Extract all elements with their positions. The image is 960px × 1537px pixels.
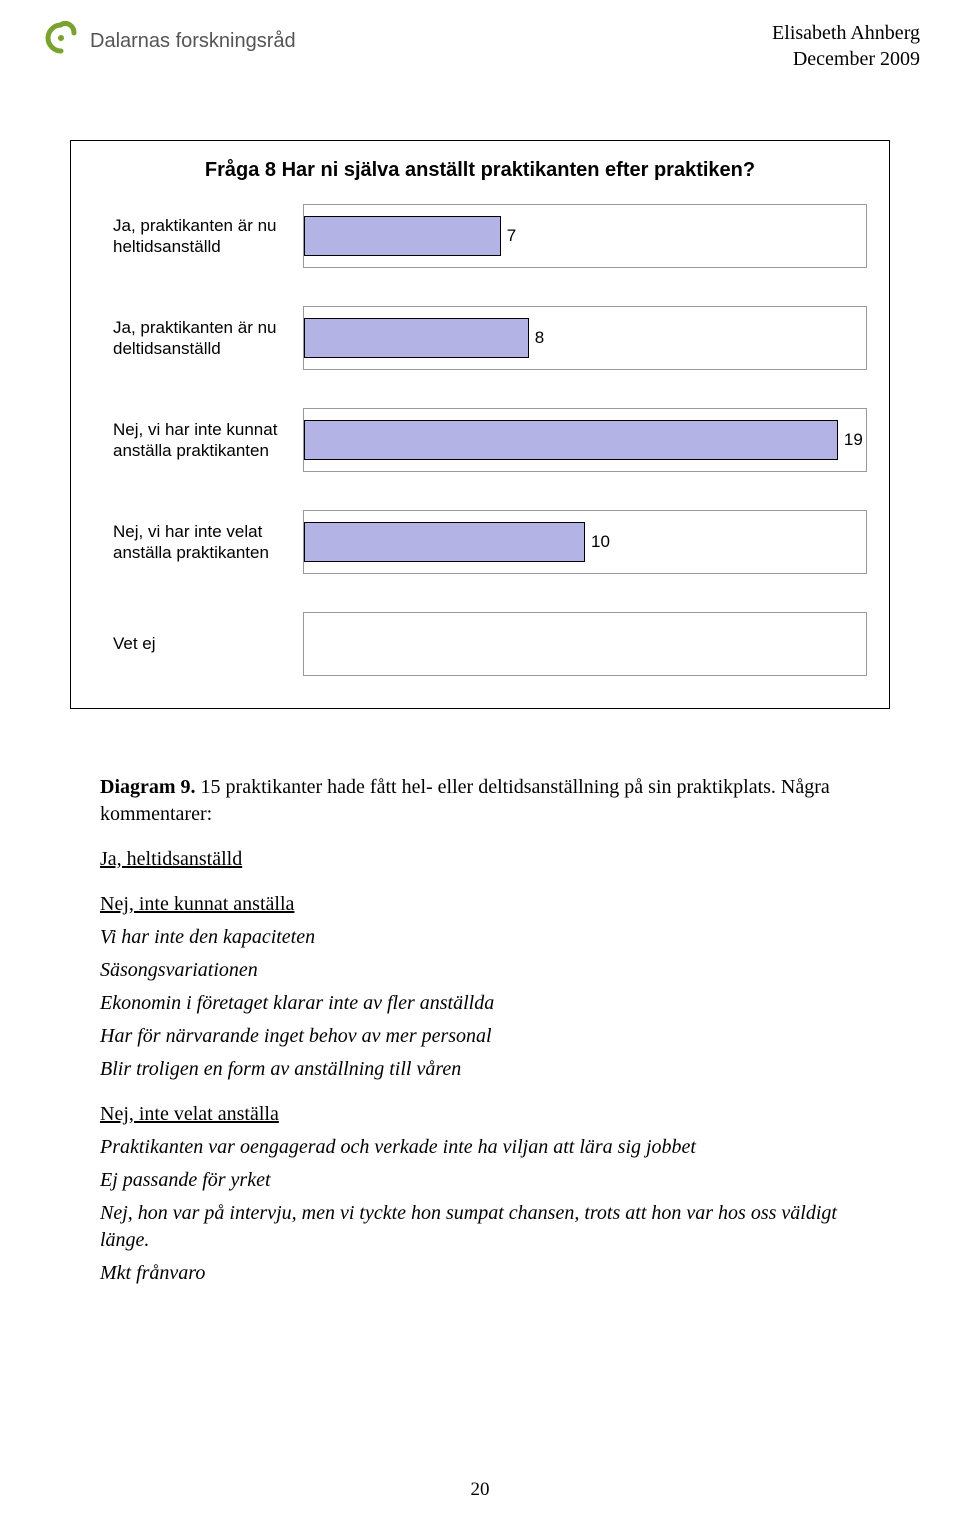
- logo: Dalarnas forskningsråd: [40, 20, 296, 62]
- chart-row: Nej, vi har inte velat anställa praktika…: [113, 510, 867, 574]
- comment-line: Mkt frånvaro: [100, 1260, 860, 1287]
- comment-line: Blir troligen en form av anställning til…: [100, 1056, 860, 1083]
- chart-bar: [304, 318, 529, 358]
- comment-line: Nej, hon var på intervju, men vi tyckte …: [100, 1200, 860, 1254]
- chart-bar-value: 8: [535, 328, 544, 348]
- chart-title: Fråga 8 Har ni själva anställt praktikan…: [93, 159, 867, 182]
- header-date: December 2009: [772, 46, 920, 72]
- diagram-caption: Diagram 9. 15 praktikanter hade fått hel…: [100, 774, 860, 828]
- chart-bar: [304, 522, 585, 562]
- chart-bar-value: 7: [507, 226, 516, 246]
- chart-bar-cell: [303, 612, 867, 676]
- page-header: Dalarnas forskningsråd Elisabeth Ahnberg…: [40, 20, 920, 72]
- chart-category-label: Nej, vi har inte velat anställa praktika…: [113, 521, 303, 564]
- chart-row: Ja, praktikanten är nu heltidsanställd 7: [113, 204, 867, 268]
- chart-area: Ja, praktikanten är nu heltidsanställd7J…: [113, 204, 867, 676]
- section-1-head: Ja, heltidsanställd: [100, 846, 860, 873]
- chart-container: Fråga 8 Har ni själva anställt praktikan…: [70, 140, 890, 709]
- diagram-label: Diagram 9.: [100, 776, 196, 798]
- diagram-text: 15 praktikanter hade fått hel- eller del…: [100, 776, 830, 825]
- chart-bar-cell: 7: [303, 204, 867, 268]
- chart-bar-cell: 10: [303, 510, 867, 574]
- header-meta: Elisabeth Ahnberg December 2009: [772, 20, 920, 72]
- page-number: 20: [0, 1479, 960, 1501]
- logo-icon: [40, 20, 82, 62]
- comment-line: Ej passande för yrket: [100, 1167, 860, 1194]
- comment-line: Har för närvarande inget behov av mer pe…: [100, 1023, 860, 1050]
- comment-line: Praktikanten var oengagerad och verkade …: [100, 1134, 860, 1161]
- section-3-body: Praktikanten var oengagerad och verkade …: [100, 1134, 860, 1287]
- chart-bar-cell: 8: [303, 306, 867, 370]
- section-3-head: Nej, inte velat anställa: [100, 1101, 860, 1128]
- chart-bar: [304, 420, 838, 460]
- chart-category-label: Ja, praktikanten är nu heltidsanställd: [113, 215, 303, 258]
- section-2-body: Vi har inte den kapaciteten Säsongsvariat…: [100, 924, 860, 1083]
- comment-line: Säsongsvariationen: [100, 957, 860, 984]
- chart-bar-value: 19: [844, 430, 863, 450]
- chart-row: Vet ej: [113, 612, 867, 676]
- chart-category-label: Ja, praktikanten är nu deltidsanställd: [113, 317, 303, 360]
- chart-bar-cell: 19: [303, 408, 867, 472]
- chart-bar: [304, 216, 501, 256]
- chart-row: Ja, praktikanten är nu deltidsanställd 8: [113, 306, 867, 370]
- chart-category-label: Nej, vi har inte kunnat anställa praktik…: [113, 419, 303, 462]
- section-2-head: Nej, inte kunnat anställa: [100, 891, 860, 918]
- body-text: Diagram 9. 15 praktikanter hade fått hel…: [100, 774, 860, 1293]
- chart-category-label: Vet ej: [113, 633, 303, 654]
- chart-bar-value: 10: [591, 532, 610, 552]
- comment-line: Ekonomin i företaget klarar inte av fler…: [100, 990, 860, 1017]
- logo-text: Dalarnas forskningsråd: [90, 30, 296, 53]
- comment-line: Vi har inte den kapaciteten: [100, 924, 860, 951]
- chart-row: Nej, vi har inte kunnat anställa praktik…: [113, 408, 867, 472]
- header-author: Elisabeth Ahnberg: [772, 20, 920, 46]
